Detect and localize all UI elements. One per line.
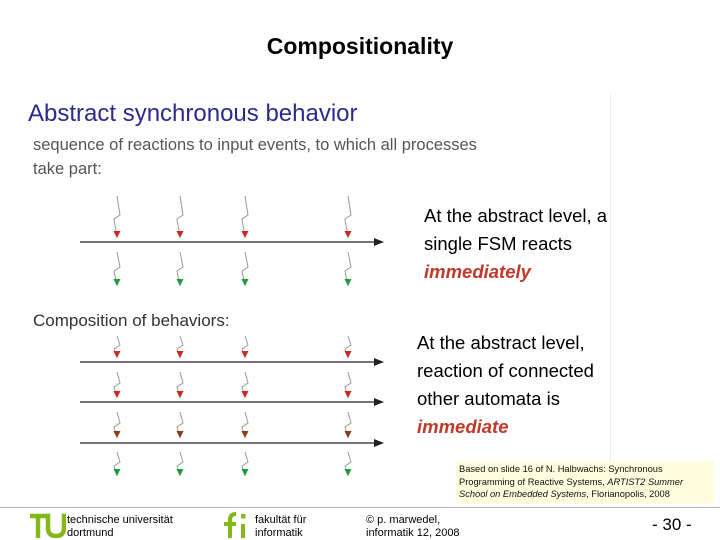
author-credit: © p. marwedel, informatik 12, 2008: [366, 514, 460, 540]
reaction-arrowhead: [176, 431, 184, 438]
figure-subtext: sequence of reactions to input events, t…: [33, 133, 477, 181]
reaction-arrowhead: [241, 231, 249, 238]
reaction-arrowhead: [344, 391, 352, 398]
reaction-bolt: [241, 251, 249, 287]
reaction-bolt: [344, 195, 352, 239]
reaction-arrowhead: [241, 431, 249, 438]
reaction-arrowhead: [241, 351, 249, 358]
author-line: © p. marwedel,: [366, 514, 460, 527]
tu-name: technische universität dortmund: [67, 514, 173, 540]
footer-divider: [0, 507, 720, 508]
reaction-arrowhead: [113, 351, 121, 358]
timeline-arrowhead: [374, 358, 384, 366]
page-number: - 30 -: [652, 515, 692, 534]
note-line: At the abstract level,: [417, 332, 585, 353]
reaction-bolt: [176, 251, 184, 287]
slide-title: Compositionality: [266, 33, 454, 59]
footer-text: informatik: [255, 527, 303, 539]
faculty-name: fakultät für informatik: [255, 514, 306, 540]
footer-text: fakultät für: [255, 514, 307, 526]
reaction-arrowhead: [241, 469, 249, 476]
reaction-arrowhead: [113, 231, 121, 238]
reaction-arrowhead: [176, 279, 184, 286]
reaction-arrowhead: [176, 469, 184, 476]
reference-line: Based on slide 16 of N. Halbwachs: Synch…: [459, 464, 663, 474]
note-composition: At the abstract level, reaction of conne…: [417, 329, 707, 441]
reference-text: Programming of Reactive Systems,: [459, 476, 608, 487]
reaction-arrowhead: [344, 469, 352, 476]
footer-text: dortmund: [67, 527, 114, 539]
embedded-figure: [25, 94, 611, 466]
reference-line: Programming of Reactive Systems, ARTIST2…: [459, 476, 711, 489]
reference-text: , Florianopolis, 2008: [586, 489, 670, 499]
note-line: At the abstract level, a: [424, 205, 608, 226]
reaction-bolt: [344, 251, 352, 287]
fi-logo-icon: [224, 512, 246, 538]
reference-text: ARTIST2 Summer: [607, 476, 684, 487]
reaction-arrowhead: [113, 279, 121, 286]
timeline-arrowhead: [374, 398, 384, 406]
footer-text: p. marwedel,: [377, 514, 441, 526]
reference-box: Based on slide 16 of N. Halbwachs: Synch…: [456, 461, 714, 504]
reaction-arrowhead: [241, 391, 249, 398]
reaction-arrowhead: [113, 431, 121, 438]
note-line: reaction of connected: [417, 360, 594, 381]
reaction-arrowhead: [344, 279, 352, 286]
reaction-arrowhead: [344, 231, 352, 238]
reaction-bolt: [113, 251, 121, 287]
figure-subtext-line: sequence of reactions to input events, t…: [33, 136, 477, 154]
reaction-arrowhead: [241, 279, 249, 286]
reaction-arrowhead: [176, 391, 184, 398]
note-line: single FSM reacts: [424, 233, 573, 254]
figure-subtext-line: take part:: [33, 160, 102, 178]
timeline-arrowhead: [374, 439, 384, 447]
reaction-arrowhead: [176, 231, 184, 238]
tu-logo-icon: [30, 513, 66, 538]
reaction-arrowhead: [113, 391, 121, 398]
copyright-icon: ©: [366, 514, 375, 526]
footer-text: informatik 12, 2008: [366, 527, 460, 539]
note-line: other automata is: [417, 388, 560, 409]
composition-heading: Composition of behaviors:: [33, 311, 230, 330]
reaction-bolt: [241, 195, 249, 239]
reaction-arrowhead: [176, 351, 184, 358]
reaction-arrowhead: [344, 351, 352, 358]
reaction-arrowhead: [344, 431, 352, 438]
reaction-arrowhead: [113, 469, 121, 476]
note-emphasis: immediate: [417, 416, 509, 437]
reference-text: School on Embedded Systems: [459, 489, 587, 499]
reaction-bolt: [176, 195, 184, 239]
reaction-bolt: [113, 195, 121, 239]
footer-text: technische universität: [67, 514, 173, 526]
note-emphasis: immediately: [424, 261, 531, 282]
timeline-arrowhead: [374, 238, 384, 246]
figure-heading: Abstract synchronous behavior: [28, 100, 358, 127]
note-single-fsm: At the abstract level, a single FSM reac…: [424, 202, 709, 286]
reference-line: School on Embedded Systems, Florianopoli…: [459, 488, 711, 501]
